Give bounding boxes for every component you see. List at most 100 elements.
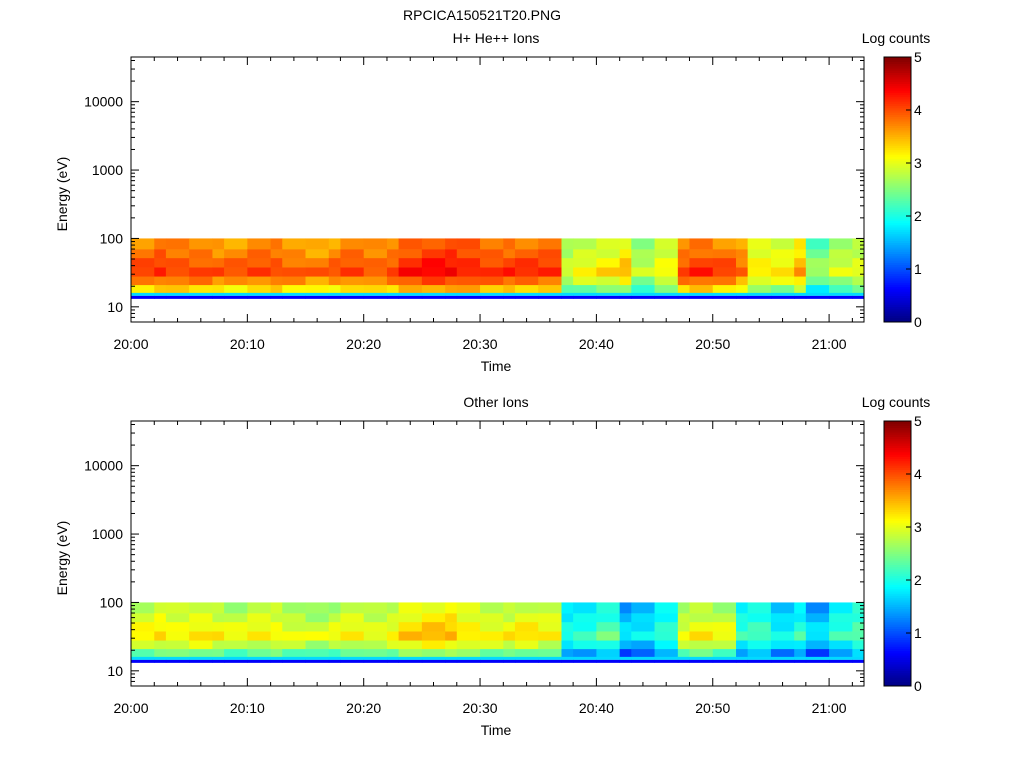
x-tick-label: 20:40 — [579, 336, 614, 352]
heatmap-cell — [503, 249, 516, 259]
heatmap-cell — [677, 659, 690, 663]
heatmap-cell — [631, 602, 655, 614]
heatmap-cell — [421, 276, 446, 286]
heatmap-cell — [340, 602, 365, 614]
colorbar-swatch — [884, 231, 911, 235]
heatmap-cell — [456, 267, 481, 277]
heatmap-cell — [619, 295, 632, 299]
colorbar-swatch — [884, 568, 911, 572]
colorbar-swatch — [884, 244, 911, 248]
heatmap-cell — [445, 276, 458, 286]
heatmap-cell — [805, 631, 830, 641]
heatmap-cell — [538, 656, 562, 660]
heatmap-cell — [340, 656, 365, 660]
colorbar-tick-label: 5 — [914, 413, 922, 429]
heatmap-cell — [282, 292, 306, 296]
heatmap-cell — [677, 602, 690, 614]
heatmap-cell — [852, 249, 865, 259]
heatmap-cell — [689, 602, 714, 614]
heatmap-cell — [794, 631, 807, 641]
heatmap-cell — [794, 613, 807, 623]
heatmap-cell — [270, 659, 283, 663]
heatmap-cell — [503, 284, 516, 294]
heatmap-cell — [770, 621, 795, 632]
heatmap-cell — [829, 276, 853, 286]
colorbar-swatch — [884, 648, 911, 652]
heatmap-cell — [247, 238, 272, 250]
heatmap-cell — [165, 602, 190, 614]
heatmap-cell — [631, 613, 655, 623]
heatmap-cell — [270, 295, 283, 299]
heatmap-cell — [456, 621, 481, 632]
heatmap-cell — [340, 613, 365, 623]
heatmap-cell — [131, 295, 155, 299]
heatmap-cell — [794, 656, 807, 660]
heatmap-cell — [247, 284, 272, 294]
heatmap-cell — [514, 238, 539, 250]
heatmap-cell — [165, 656, 190, 660]
colorbar-swatch — [884, 599, 911, 603]
heatmap-cell — [363, 284, 388, 294]
colorbar-swatch — [884, 198, 911, 202]
heatmap-cell — [386, 656, 399, 660]
colorbar-swatch — [884, 136, 911, 140]
heatmap-cell — [852, 648, 865, 658]
heatmap-cell — [573, 602, 597, 614]
heatmap-cell — [654, 648, 679, 658]
heatmap-cell — [456, 284, 481, 294]
colorbar-swatch — [884, 511, 911, 515]
heatmap-cell — [770, 238, 795, 250]
heatmap-cell — [189, 659, 213, 663]
heatmap-cell — [421, 238, 446, 250]
heatmap-cell — [689, 284, 714, 294]
heatmap-cell — [514, 267, 539, 277]
heatmap-cell — [770, 257, 795, 268]
colorbar-swatch — [884, 575, 911, 579]
heatmap-cell — [398, 602, 423, 614]
heatmap-cell — [224, 249, 248, 259]
colorbar-swatch — [884, 639, 911, 643]
colorbar-swatch — [884, 438, 911, 442]
heatmap-cell — [619, 284, 632, 294]
heatmap-cell — [247, 659, 272, 663]
heatmap-cell — [677, 640, 690, 650]
heatmap-cell — [747, 295, 772, 299]
heatmap-cell — [189, 276, 213, 286]
colorbar-swatch — [884, 118, 911, 122]
heatmap-cell — [224, 640, 248, 650]
heatmap-cell — [596, 257, 621, 268]
heatmap-cell — [131, 648, 155, 658]
heatmap-cell — [270, 648, 283, 658]
heatmap-cell — [829, 631, 853, 641]
heatmap-cell — [852, 257, 865, 268]
heatmap-cell — [282, 656, 306, 660]
heatmap-cell — [503, 292, 516, 296]
heatmap-cell — [689, 267, 714, 277]
heatmap-cell — [363, 621, 388, 632]
colorbar-swatch — [884, 557, 911, 561]
heatmap-cell — [654, 284, 679, 294]
heatmap-cell — [654, 295, 679, 299]
colorbar-swatch — [884, 659, 911, 663]
heatmap-cell — [829, 257, 853, 268]
heatmap-cell — [573, 659, 597, 663]
heatmap-cell — [503, 631, 516, 641]
heatmap-cell — [456, 292, 481, 296]
colorbar-swatch — [884, 125, 911, 129]
heatmap-cell — [270, 613, 283, 623]
colorbar-swatch — [884, 180, 911, 184]
heatmap-cell — [689, 238, 714, 250]
heatmap-cell — [561, 249, 574, 259]
colorbar-tick-label: 0 — [914, 314, 922, 330]
heatmap-cell — [736, 640, 749, 650]
colorbar-swatch — [884, 531, 911, 535]
heatmap-cell — [305, 656, 330, 660]
heatmap-cell — [794, 284, 807, 294]
heatmap-cell — [363, 249, 388, 259]
heatmap-cell — [189, 640, 213, 650]
heatmap-cell — [224, 257, 248, 268]
colorbar-swatch — [884, 165, 911, 168]
heatmap-cell — [212, 267, 225, 277]
heatmap-cell — [165, 267, 190, 277]
colorbar-swatch — [884, 74, 911, 78]
